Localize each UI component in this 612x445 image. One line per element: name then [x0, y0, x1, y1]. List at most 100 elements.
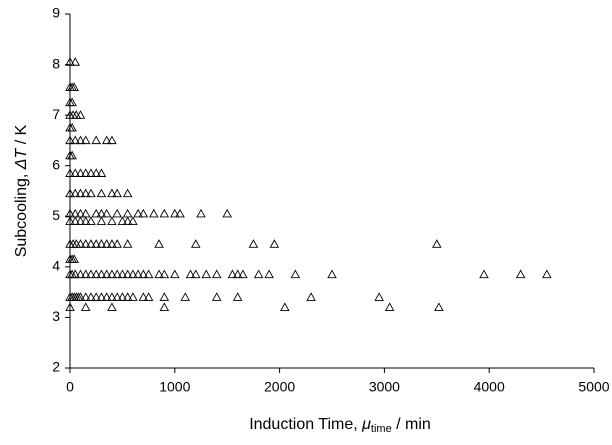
x-label-prefix: Induction Time,: [249, 416, 362, 433]
point: [75, 216, 86, 225]
point: [96, 239, 107, 248]
point: [70, 135, 81, 145]
point: [96, 208, 107, 218]
y-tick-label: 7: [52, 106, 60, 122]
point: [122, 208, 133, 218]
point: [75, 110, 86, 119]
point: [238, 269, 248, 279]
x-label-suffix: / min: [392, 416, 431, 433]
y-tick-label: 9: [52, 5, 60, 21]
point: [269, 239, 280, 248]
point: [201, 269, 212, 279]
point: [80, 135, 91, 145]
x-tick-label: 2000: [264, 379, 295, 395]
point: [542, 269, 552, 279]
point: [67, 122, 77, 132]
point: [432, 239, 442, 248]
point: [65, 135, 75, 145]
point: [138, 292, 149, 301]
point: [434, 302, 444, 311]
point: [138, 269, 149, 279]
point: [128, 216, 138, 225]
point: [75, 269, 86, 279]
point: [117, 292, 128, 301]
point: [91, 269, 101, 279]
x-label-symbol: μ: [361, 416, 371, 433]
point: [86, 216, 96, 225]
x-tick-label: 5000: [578, 379, 609, 395]
point: [133, 269, 143, 279]
point: [86, 292, 96, 301]
point: [107, 188, 117, 198]
x-tick-label: 3000: [369, 379, 400, 395]
y-axis-label: Subcooling, ΔT / K: [13, 124, 30, 257]
point: [101, 135, 112, 145]
point: [69, 82, 79, 91]
y-tick-label: 2: [52, 359, 60, 375]
point: [80, 188, 91, 198]
point: [67, 97, 77, 107]
point: [222, 208, 232, 218]
point: [107, 292, 117, 301]
point: [80, 216, 91, 225]
point: [107, 269, 117, 279]
point: [515, 269, 526, 279]
point: [227, 269, 238, 279]
point: [211, 292, 222, 301]
point: [101, 239, 112, 248]
point: [80, 168, 91, 177]
point: [80, 302, 91, 311]
point: [306, 292, 316, 301]
point: [112, 292, 122, 301]
point: [112, 269, 122, 279]
point: [65, 302, 75, 311]
x-tick-label: 0: [66, 379, 74, 395]
point: [170, 269, 180, 279]
point: [185, 269, 196, 279]
y-tick-label: 8: [52, 55, 60, 71]
point: [122, 188, 133, 198]
point: [101, 269, 112, 279]
point: [154, 239, 164, 248]
point: [70, 57, 81, 66]
point: [86, 168, 96, 177]
point: [149, 208, 159, 218]
y-label-suffix: / K: [13, 124, 30, 148]
point: [91, 239, 101, 248]
point: [190, 239, 201, 248]
point: [75, 135, 86, 145]
point: [91, 168, 101, 177]
point: [159, 302, 170, 311]
point: [65, 208, 75, 218]
y-tick-label: 5: [52, 207, 60, 223]
point: [232, 292, 243, 301]
point: [80, 269, 91, 279]
point: [70, 269, 81, 279]
point: [107, 239, 117, 248]
point: [86, 239, 96, 248]
point: [91, 135, 101, 145]
point: [75, 239, 86, 248]
x-label-subscript: time: [371, 423, 392, 435]
y-tick-label: 4: [52, 258, 60, 274]
y-label-symbol: ΔT: [13, 148, 30, 171]
point: [143, 269, 154, 279]
point: [75, 208, 86, 218]
point: [196, 208, 206, 218]
point: [65, 168, 75, 177]
point: [122, 216, 133, 225]
point: [143, 292, 154, 301]
point: [180, 292, 191, 301]
point: [91, 292, 101, 301]
y-label-prefix: Subcooling,: [13, 169, 30, 257]
point: [112, 208, 122, 218]
point: [80, 239, 91, 248]
point: [122, 269, 133, 279]
point: [96, 168, 107, 177]
point: [101, 208, 112, 218]
y-tick-label: 3: [52, 308, 60, 324]
point: [154, 269, 164, 279]
point: [159, 208, 170, 218]
point: [91, 208, 101, 218]
